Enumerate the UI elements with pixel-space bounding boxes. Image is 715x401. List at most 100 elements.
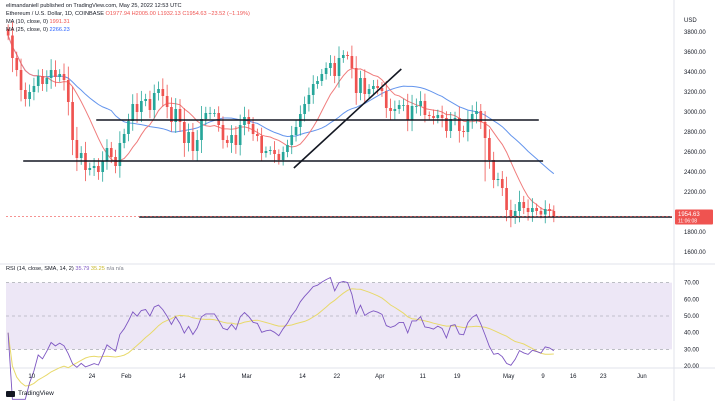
last-price-countdown: 11:06:08 [678,219,697,225]
candle-body [161,89,165,96]
candle-body [492,160,496,180]
tradingview-logo-text: TradingView [18,390,54,397]
ma10-legend-value: 1991.31 [49,19,70,25]
tradingview-logo[interactable]: TradingView [6,390,54,397]
candle-body [376,86,380,88]
candle-body [131,104,135,121]
time-tick-label: 10 [28,374,35,380]
candle-body [165,96,169,107]
rsi-axis[interactable]: 70.00 60.00 50.00 40.00 30.00 20.00 [684,281,700,370]
ma25-legend-value: 2266.23 [49,27,70,33]
candle-body [346,55,349,56]
ohlc-values: O1977.94 H2005.00 L1932.13 C1954.63 −23.… [105,11,250,17]
candle-body [410,106,414,120]
price-tick-label: 3600.00 [684,50,706,56]
candle-body [71,102,74,140]
rsi-pane [6,276,672,400]
candle-body [221,125,225,140]
candle-body [406,105,410,120]
rsi-legend-value: 35.79 [75,266,90,272]
rsi-tick-label: 70.00 [684,281,700,287]
candle-body [36,76,40,86]
candle-body [475,111,478,114]
candle-body [505,188,508,210]
candle-body [28,92,31,99]
candle-body [178,109,182,122]
last-price-badge [675,209,713,225]
candle-body [204,113,208,119]
candle-body [488,138,491,160]
time-tick-label: 14 [299,374,306,380]
candle-body [500,179,504,188]
candle-body [419,101,422,106]
price-tick-label: 3200.00 [684,90,706,96]
candle-body [543,209,547,215]
candle-body [195,140,199,151]
candle-body [333,63,337,76]
candle-body [509,210,513,217]
candle-body [354,68,358,93]
candle-body [264,151,268,153]
candle-body [363,78,367,94]
candle-body [531,208,534,212]
ma25-legend[interactable]: MA (25, close, 0) 2266.23 [6,27,70,34]
time-axis[interactable]: 10 24 Feb 14 Mar 14 22 Apr 11 19 May 9 16 23 Jun [28,374,646,380]
time-tick-label: 19 [454,374,461,380]
candle-body [311,84,315,95]
candle-body [230,135,233,143]
candle-body [350,56,354,68]
time-tick-label: 16 [570,374,577,380]
candle-body [307,95,311,104]
candle-body [415,106,418,107]
candle-body [445,118,448,131]
ma10-legend[interactable]: MA (10, close, 0) 1991.31 [6,19,70,26]
candle-body [19,70,23,90]
candle-body [15,58,19,70]
candle-body [290,135,294,145]
ma25-path [7,35,555,175]
candle-body [208,113,212,114]
price-tick-label: 2400.00 [684,170,706,176]
ma10-legend-label: MA (10, close, 0) [6,19,48,25]
rsi-tick-label: 30.00 [684,347,700,353]
trend-line [293,68,402,169]
candle-body [337,58,341,76]
candle-body [251,124,255,134]
candle-body [243,117,246,125]
candle-body [526,208,530,212]
symbol-title: Ethereum / U.S. Dollar, 1D, COINBASE [6,11,104,17]
candle-body [97,166,100,172]
candle-body [191,132,195,151]
rsi-tick-label: 50.00 [684,314,700,320]
candle-body [200,119,203,140]
candle-body [483,122,487,138]
time-tick-label: Mar [241,374,251,380]
rsi-tick-label: 40.00 [684,331,700,337]
candle-body [122,134,126,143]
price-axis-currency: USD [684,18,697,24]
time-tick-label: May [503,374,514,380]
candle-body [518,202,521,211]
time-tick-label: 22 [334,374,341,380]
candle-body [397,105,401,109]
rsi-line [7,276,555,400]
candle-body [6,29,10,36]
candle-body [187,132,190,143]
candle-body [432,116,435,118]
time-tick-label: Apr [375,374,384,380]
candle-body [127,121,130,134]
candle-body [144,99,147,101]
candle-body [225,140,229,143]
rsi-sma-legend-value: 35.25 [90,266,105,272]
rsi-legend-label: RSI (14, close, SMA, 14, 2) [6,266,74,272]
candle-body [54,70,57,77]
candle-body [513,211,517,217]
rsi-legend[interactable]: RSI (14, close, SMA, 14, 2) 35.79 35.25 … [6,266,124,273]
candle-body [457,118,461,131]
candle-body [273,150,276,154]
candle-body [316,81,319,84]
candle-body [41,76,44,84]
price-tick-label: 1600.00 [684,250,706,256]
